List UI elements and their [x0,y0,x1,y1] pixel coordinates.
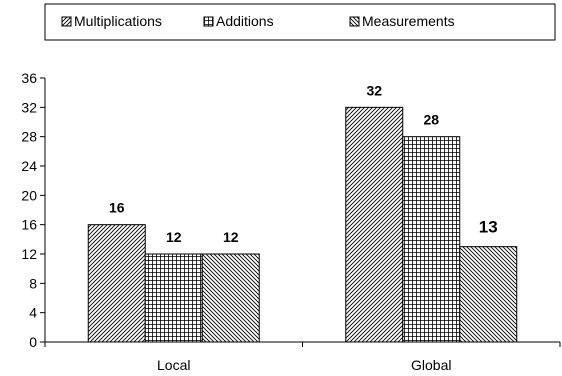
y-tick-label: 12 [21,246,37,262]
data-label: 16 [109,200,125,216]
x-tick-label: Global [411,357,451,373]
bar-additions-local [144,253,203,343]
legend-swatch-multiplications [61,16,72,27]
data-label: 32 [366,82,382,98]
y-tick-label: 4 [29,305,37,321]
bars [87,106,518,343]
legend-swatch-measurements [349,16,360,27]
bar-multiplications-local [87,224,146,343]
y-tick-label: 0 [29,334,37,350]
legend-label-measurements: Measurements [362,13,455,29]
legend-swatch-additions [203,16,214,27]
y-tick-label: 28 [21,129,37,145]
y-tick-label: 32 [21,99,37,115]
x-tick-label: Local [157,357,190,373]
data-label: 12 [223,229,239,245]
y-tick-label: 24 [21,158,37,174]
bar-additions-global [402,136,461,343]
legend: Multiplications Additions Measurements [44,3,556,41]
y-tick-label: 36 [21,70,37,86]
legend-frame [44,3,556,41]
data-label: 28 [423,112,439,128]
data-label: 12 [166,229,182,245]
y-tick-label: 20 [21,187,37,203]
y-tick-label: 16 [21,217,37,233]
bar-measurements-global [459,246,518,343]
data-label: 13 [479,218,498,237]
bar-measurements-local [201,253,260,343]
bar-multiplications-global [345,106,404,343]
legend-label-additions: Additions [216,13,274,29]
legend-label-multiplications: Multiplications [74,13,162,29]
data-labels: 16 12 12 32 28 13 [109,82,498,245]
y-tick-label: 8 [29,275,37,291]
